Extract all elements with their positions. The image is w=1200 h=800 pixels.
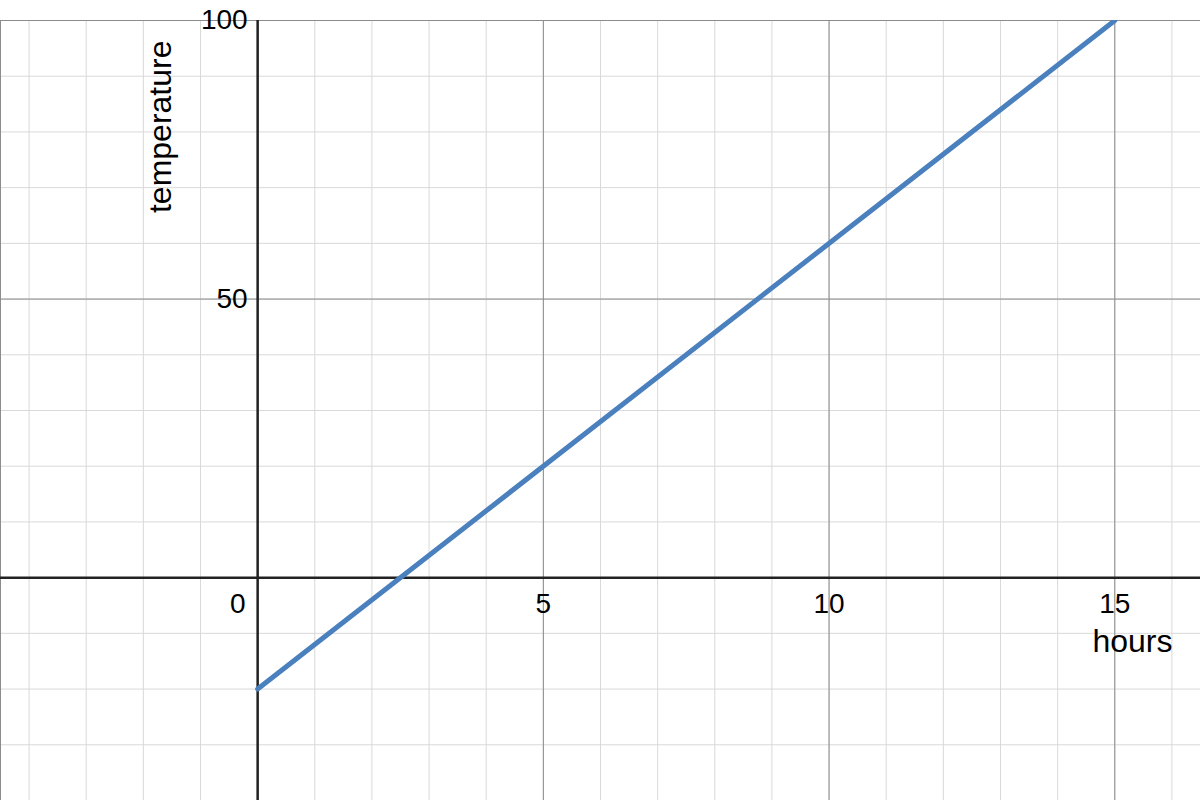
svg-text:100: 100 bbox=[201, 4, 248, 35]
svg-text:temperature: temperature bbox=[142, 41, 178, 214]
svg-text:10: 10 bbox=[813, 588, 844, 619]
svg-text:5: 5 bbox=[536, 588, 552, 619]
svg-text:15: 15 bbox=[1099, 588, 1130, 619]
svg-text:50: 50 bbox=[216, 283, 247, 314]
svg-text:hours: hours bbox=[1092, 623, 1172, 659]
svg-text:0: 0 bbox=[230, 588, 246, 619]
